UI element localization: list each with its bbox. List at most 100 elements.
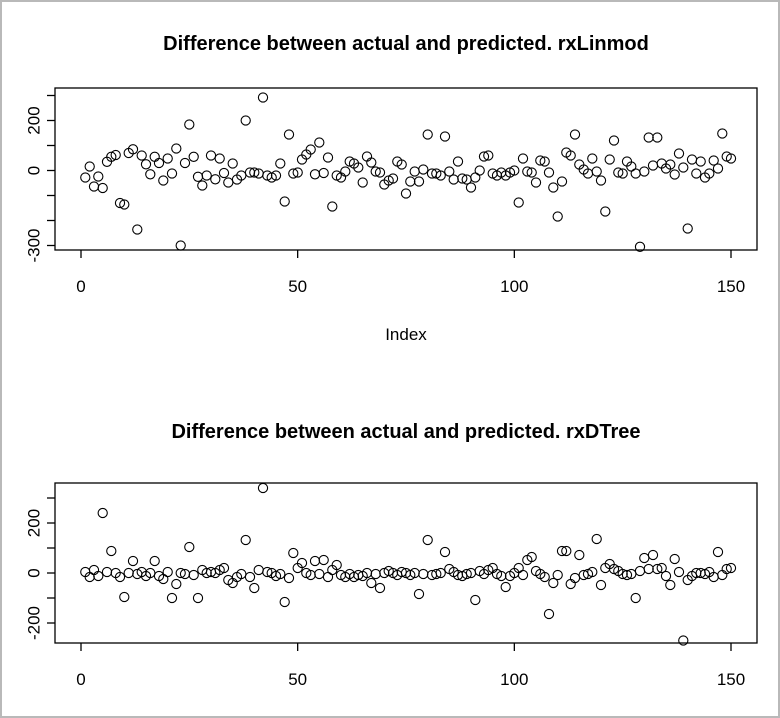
data-point [634,565,646,577]
data-point [539,571,550,583]
data-point [435,567,446,579]
data-point [413,176,425,187]
data-point [119,199,130,210]
data-point [370,166,381,177]
y-axis-tick-label: 200 [24,509,43,537]
data-point [522,166,533,177]
x-axis-tick-label: 50 [288,670,307,689]
data-point [647,160,659,171]
data-point [448,174,459,185]
data-point [548,182,559,193]
data-point [309,169,321,180]
data-point [184,541,195,553]
data-point [400,188,412,199]
data-point [591,166,602,177]
data-point [673,566,685,578]
data-point [201,170,212,181]
data-point [149,555,160,567]
data-point [643,563,654,575]
data-point [218,562,230,574]
data-point [517,153,529,164]
data-point [205,150,217,161]
data-point [318,554,329,566]
data-point [270,170,282,181]
data-point [712,163,724,174]
y-axis-tick-label: 0 [24,166,43,175]
data-point [474,165,485,176]
data-point [617,168,628,179]
data-point [223,177,234,188]
data-point [314,568,325,580]
data-point [262,566,273,578]
data-point [409,166,420,177]
data-point [240,115,251,126]
data-point [604,154,615,165]
data-point [500,581,511,593]
data-point [192,592,204,604]
data-point [509,165,520,176]
data-point [431,568,442,580]
linmod-chart-title: Difference between actual and predicted.… [163,33,649,55]
data-point [253,564,264,576]
data-point [439,546,451,558]
data-point [249,582,260,594]
data-point [309,555,321,567]
data-point [452,156,464,167]
data-point [166,168,178,179]
data-point [695,156,706,167]
data-point [639,166,650,177]
data-point [617,568,628,580]
data-point [665,159,676,170]
data-point [240,534,251,546]
data-point [214,153,225,164]
data-point [712,546,724,558]
x-axis-tick-label: 100 [500,670,528,689]
data-point [595,175,607,186]
data-point [396,159,407,170]
y-axis-tick-label: -200 [24,606,43,640]
data-point [370,568,381,580]
data-point [608,135,620,146]
data-point [197,180,208,191]
data-point [188,151,199,162]
dtree-plot-svg: 0 50 100 150 200 0 -200 [24,482,758,689]
data-point [444,166,455,177]
data-point [591,533,602,545]
data-point [322,571,334,583]
data-point [279,596,290,608]
data-point [340,166,351,177]
data-point [556,545,568,557]
data-point [513,197,524,208]
data-point [119,591,130,603]
data-point [327,201,338,212]
data-point [283,572,295,584]
linmod-plot-svg: 0 50 100 150 200 0 -300 [24,87,758,296]
x-axis-tick-label: 150 [717,670,745,689]
data-point [652,132,663,143]
plot-box [54,87,758,251]
data-point [526,551,537,563]
data-point [539,156,550,167]
data-point [717,569,728,581]
data-point [435,170,446,181]
x-axis-tick-label: 100 [500,277,528,296]
data-point [275,568,286,580]
data-point [88,181,100,192]
data-point [188,569,199,581]
y-axis-tick-label: -300 [24,228,43,262]
data-point [470,172,481,183]
data-point [678,635,689,646]
data-point [110,149,121,161]
data-point [127,144,139,155]
y-axis-tick-label: 0 [24,568,43,577]
data-point [162,566,173,578]
data-point [275,158,286,169]
data-point [470,594,481,606]
data-point [296,557,308,569]
data-point [279,196,290,207]
data-point [725,153,737,164]
data-point [210,174,221,185]
data-point [106,151,117,162]
data-point [175,567,186,579]
data-point [97,507,108,519]
